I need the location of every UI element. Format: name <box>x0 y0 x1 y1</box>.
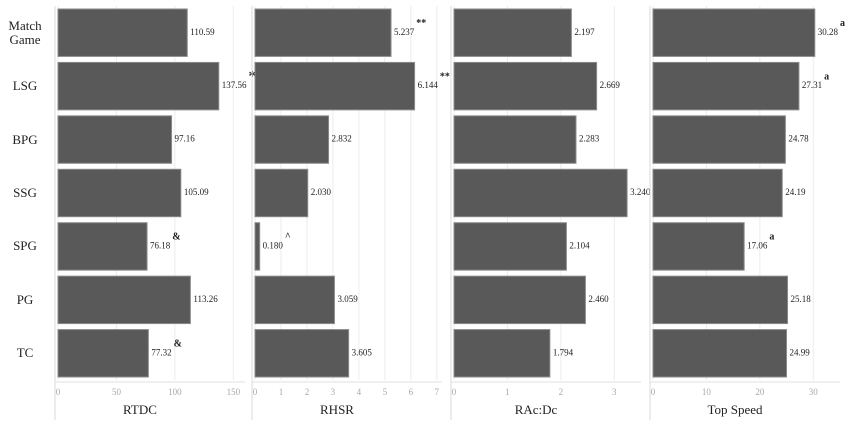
bar <box>254 115 330 164</box>
value-label: 105.09 <box>184 187 209 197</box>
x-tick-label: 1 <box>279 387 284 397</box>
x-tick-label: 150 <box>227 387 241 397</box>
bar <box>57 329 149 378</box>
value-label: 76.18 <box>150 240 171 250</box>
value-label: 2.197 <box>574 27 595 37</box>
bar <box>57 8 188 57</box>
x-axis-title: RTDC <box>123 402 157 417</box>
category-label: Match Game <box>8 17 42 47</box>
x-tick-label: 30 <box>809 387 819 397</box>
bar <box>57 275 191 325</box>
value-label: 77.32 <box>151 347 171 357</box>
category-label: SPG <box>13 238 37 254</box>
value-label: 2.669 <box>600 80 621 90</box>
x-axis-title: Top Speed <box>707 402 763 417</box>
significance-marker: ** <box>416 18 426 29</box>
bar <box>652 275 789 325</box>
x-tick-label: 0 <box>253 387 258 397</box>
value-label: 30.28 <box>818 27 839 37</box>
x-tick-label: 100 <box>168 387 182 397</box>
x-axis-title: RAc:Dc <box>515 402 558 417</box>
value-label: 2.030 <box>311 187 332 197</box>
value-label: 1.794 <box>553 347 574 357</box>
value-label: 2.460 <box>588 294 609 304</box>
significance-marker: a <box>824 71 829 82</box>
bar <box>57 168 182 218</box>
significance-marker: a <box>840 18 845 29</box>
value-label: 113.26 <box>193 294 218 304</box>
bar <box>652 222 745 271</box>
value-label: 2.104 <box>569 240 590 250</box>
value-label: 24.78 <box>788 134 809 144</box>
value-label: 24.99 <box>790 347 811 357</box>
value-label: 3.605 <box>352 347 373 357</box>
category-label: BPG <box>12 131 38 147</box>
significance-marker: & <box>172 232 180 243</box>
bar <box>652 168 783 218</box>
bar <box>254 8 392 57</box>
bar <box>453 275 586 325</box>
value-label: 110.59 <box>190 27 215 37</box>
bar <box>652 61 800 111</box>
x-tick-label: 6 <box>409 387 414 397</box>
x-tick-label: 5 <box>383 387 388 397</box>
x-tick-label: 7 <box>435 387 440 397</box>
x-tick-label: 4 <box>357 387 362 397</box>
x-tick-label: 50 <box>112 387 122 397</box>
value-label: 3.059 <box>337 294 358 304</box>
value-label: 137.56 <box>222 80 247 90</box>
value-label: 3.240 <box>630 187 651 197</box>
bar <box>254 329 350 378</box>
x-tick-label: 0 <box>651 387 656 397</box>
bar <box>254 275 335 325</box>
bar <box>57 61 220 111</box>
value-label: 27.31 <box>802 80 822 90</box>
bar <box>57 115 173 164</box>
x-tick-label: 2 <box>305 387 310 397</box>
bar <box>652 329 788 378</box>
x-tick-label: 0 <box>56 387 61 397</box>
value-label: 0.180 <box>263 240 284 250</box>
bar <box>453 168 628 218</box>
bar <box>254 168 309 218</box>
category-label: PG <box>16 291 34 307</box>
category-label: LSG <box>12 78 38 94</box>
x-axis-title: RHSR <box>320 402 354 417</box>
x-tick-label: 20 <box>755 387 765 397</box>
bar <box>652 8 816 57</box>
value-label: 2.832 <box>332 134 352 144</box>
bar <box>453 61 598 111</box>
value-label: 17.06 <box>747 240 768 250</box>
value-label: 24.19 <box>785 187 806 197</box>
value-label: 2.283 <box>579 134 600 144</box>
bar <box>453 222 567 271</box>
significance-marker: ^ <box>285 232 291 243</box>
bar <box>453 8 572 57</box>
value-label: 6.144 <box>418 80 439 90</box>
bar <box>254 61 416 111</box>
category-label: SSG <box>13 185 37 200</box>
value-label: 5.237 <box>394 27 415 37</box>
x-tick-label: 1 <box>505 387 510 397</box>
x-tick-label: 3 <box>612 387 617 397</box>
bar <box>453 115 577 164</box>
bar <box>57 222 148 271</box>
x-tick-label: 2 <box>559 387 564 397</box>
significance-marker: & <box>174 339 182 350</box>
significance-marker: a <box>769 232 774 243</box>
bar <box>254 222 261 271</box>
bar <box>453 329 551 378</box>
x-tick-label: 3 <box>331 387 336 397</box>
value-label: 97.16 <box>175 134 196 144</box>
x-tick-label: 10 <box>702 387 712 397</box>
value-label: 25.18 <box>791 294 812 304</box>
category-label: TC <box>16 345 34 361</box>
significance-marker: ** <box>440 71 450 82</box>
x-tick-label: 0 <box>452 387 457 397</box>
bar <box>652 115 786 164</box>
